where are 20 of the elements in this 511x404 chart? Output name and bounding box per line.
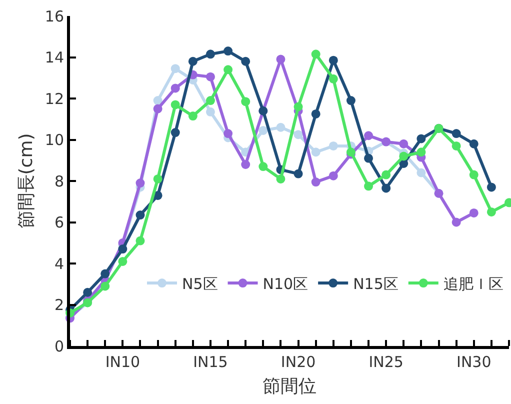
legend-label: N10区 — [262, 274, 308, 293]
x-tick-label: IN10 — [105, 353, 140, 371]
y-tick-label: 16 — [44, 7, 64, 26]
y-tick-label: 2 — [54, 296, 64, 314]
legend-label: N5区 — [182, 274, 218, 293]
y-tick-label: 12 — [44, 90, 64, 108]
y-tick-label: 10 — [44, 131, 64, 149]
legend-label: 追肥Ｉ区 — [443, 274, 504, 293]
y-tick-label: 14 — [44, 48, 64, 66]
y-tick-label: 0 — [54, 337, 64, 356]
x-tick-label: IN15 — [193, 353, 228, 371]
x-tick-label: IN30 — [456, 353, 492, 371]
legend-label: N15区 — [353, 274, 398, 293]
x-tick-label: IN25 — [368, 353, 404, 371]
x-tick-label: IN20 — [280, 353, 316, 371]
x-axis-title: 節間位 — [262, 376, 316, 398]
y-tick-label: 6 — [54, 214, 64, 232]
y-tick-label: 8 — [54, 172, 64, 190]
y-axis-title: 節間長(cm) — [16, 133, 38, 229]
y-tick-label: 4 — [54, 254, 64, 273]
